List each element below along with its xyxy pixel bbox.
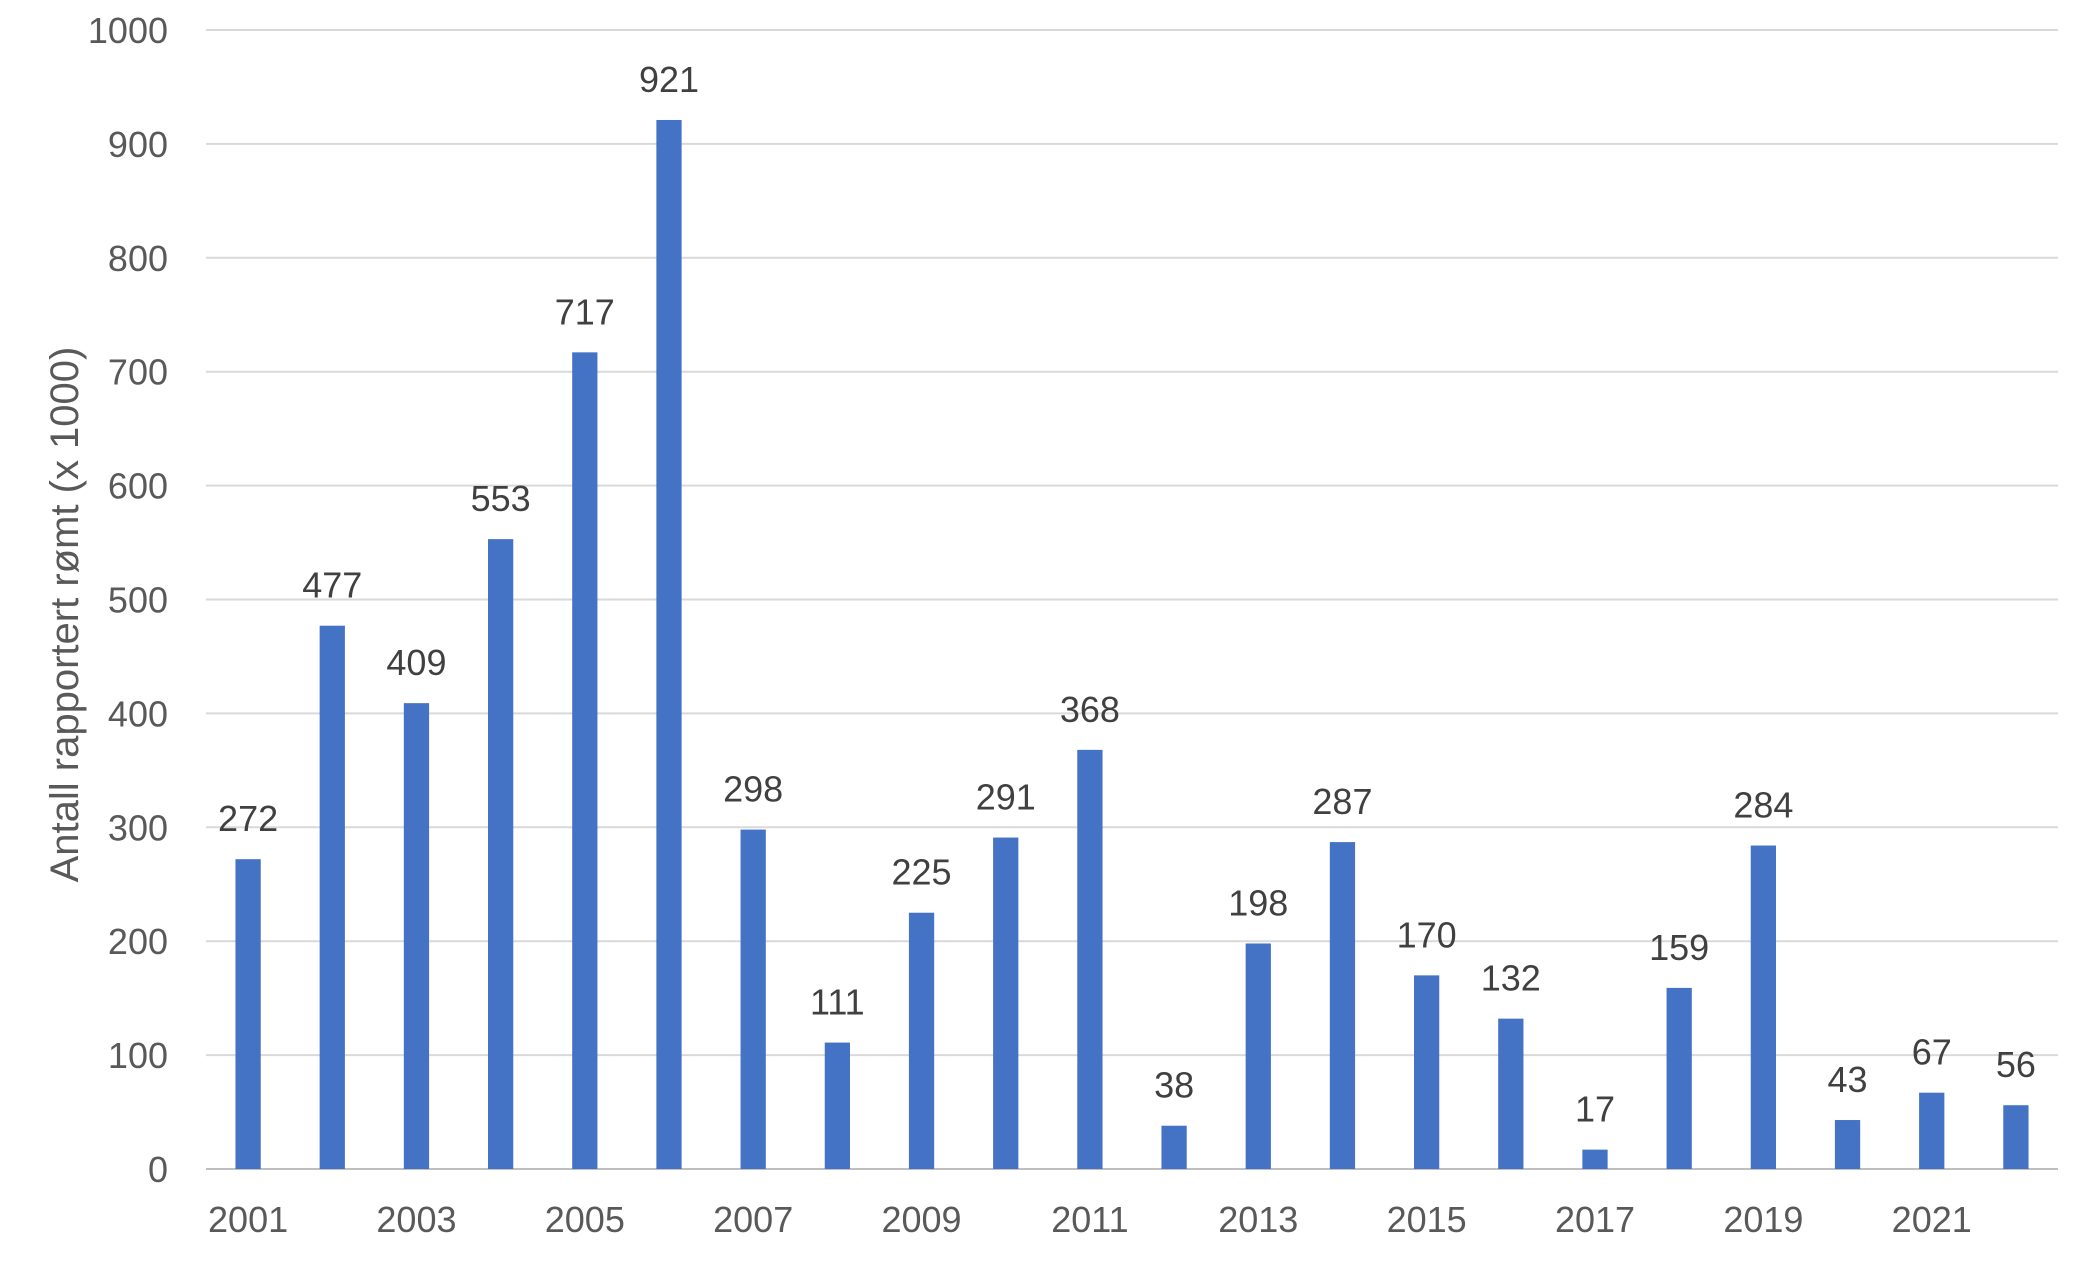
bar-2015 (1414, 975, 1440, 1169)
data-label-2019: 284 (1733, 785, 1793, 826)
data-label-2020: 43 (1828, 1059, 1868, 1100)
bar-2012 (1161, 1125, 1187, 1169)
data-label-2006: 921 (639, 59, 699, 100)
data-label-2014: 287 (1312, 781, 1372, 822)
data-label-2016: 132 (1481, 958, 1541, 999)
bar-2018 (1666, 987, 1692, 1169)
bar-2008 (824, 1042, 850, 1169)
x-tick-label-2015: 2015 (1387, 1199, 1467, 1240)
bar-2009 (908, 912, 935, 1169)
bar-2017 (1582, 1149, 1608, 1169)
bar-2014 (1329, 842, 1356, 1169)
x-tick-label-2019: 2019 (1723, 1199, 1803, 1240)
y-tick-label: 1000 (88, 10, 168, 51)
bar-2011 (1077, 749, 1103, 1169)
x-tick-label-2017: 2017 (1555, 1199, 1635, 1240)
bar-2006 (656, 119, 682, 1170)
bar-2003 (403, 703, 430, 1169)
bar-2004 (488, 539, 514, 1169)
data-label-2002: 477 (302, 565, 362, 606)
gridlines (206, 29, 2058, 1170)
data-label-2009: 225 (892, 852, 952, 893)
bars (235, 119, 2029, 1170)
bar-2019 (1750, 845, 1776, 1169)
data-label-2010: 291 (976, 777, 1036, 818)
bar-2002 (319, 625, 345, 1169)
y-tick-label: 400 (108, 693, 168, 734)
data-label-2012: 38 (1154, 1065, 1194, 1106)
x-axis-tick-labels: 2001 2003 2005 2007 2009 2011 2013 2015 2017 2019… (208, 1199, 1972, 1240)
y-tick-label: 500 (108, 580, 168, 621)
bar-2010 (993, 837, 1019, 1169)
bar-2001 (235, 859, 261, 1169)
y-tick-label: 900 (108, 124, 168, 165)
x-tick-label-2021: 2021 (1892, 1199, 1972, 1240)
x-tick-label-2005: 2005 (545, 1199, 625, 1240)
data-label-2013: 198 (1228, 882, 1288, 923)
data-label-2008: 111 (810, 982, 865, 1023)
data-label-2022: 56 (1996, 1044, 2036, 1085)
bar-2013 (1245, 943, 1271, 1169)
y-tick-label: 200 (108, 921, 168, 962)
bar-2022 (2003, 1105, 2029, 1169)
data-label-2011: 368 (1060, 689, 1120, 730)
y-tick-label: 100 (108, 1035, 168, 1076)
y-tick-label: 300 (108, 807, 168, 848)
bar-2021 (1919, 1092, 1945, 1169)
x-tick-label-2011: 2011 (1051, 1199, 1128, 1240)
y-axis-tick-labels: 0 100 200 300 400 500 600 700 800 900 1000 (88, 10, 168, 1190)
data-label-2017: 17 (1575, 1089, 1615, 1130)
y-tick-label: 800 (108, 238, 168, 279)
bar-2007 (740, 829, 766, 1169)
data-label-2004: 553 (471, 478, 531, 519)
y-axis-title: Antall rapportert rømt (x 1000) (43, 347, 87, 883)
x-tick-label-2009: 2009 (881, 1199, 961, 1240)
data-label-2018: 159 (1649, 927, 1709, 968)
bar-2005 (572, 352, 598, 1169)
x-tick-label-2001: 2001 (208, 1199, 288, 1240)
data-label-2021: 67 (1912, 1032, 1952, 1073)
y-tick-label: 0 (148, 1149, 168, 1190)
data-label-2003: 409 (386, 642, 446, 683)
data-label-2005: 717 (555, 291, 615, 332)
bar-2020 (1834, 1120, 1861, 1169)
y-tick-label: 600 (108, 466, 168, 507)
data-label-2001: 272 (218, 798, 278, 839)
bar-2016 (1498, 1018, 1524, 1169)
data-label-2007: 298 (723, 769, 783, 810)
data-label-2015: 170 (1397, 914, 1457, 955)
y-tick-label: 700 (108, 352, 168, 393)
x-tick-label-2007: 2007 (713, 1199, 793, 1240)
x-tick-label-2003: 2003 (376, 1199, 456, 1240)
data-labels: 272 477 409 553 717 921 298 111 225 291 368 38 198 28… (218, 59, 2036, 1130)
x-tick-label-2013: 2013 (1218, 1199, 1298, 1240)
